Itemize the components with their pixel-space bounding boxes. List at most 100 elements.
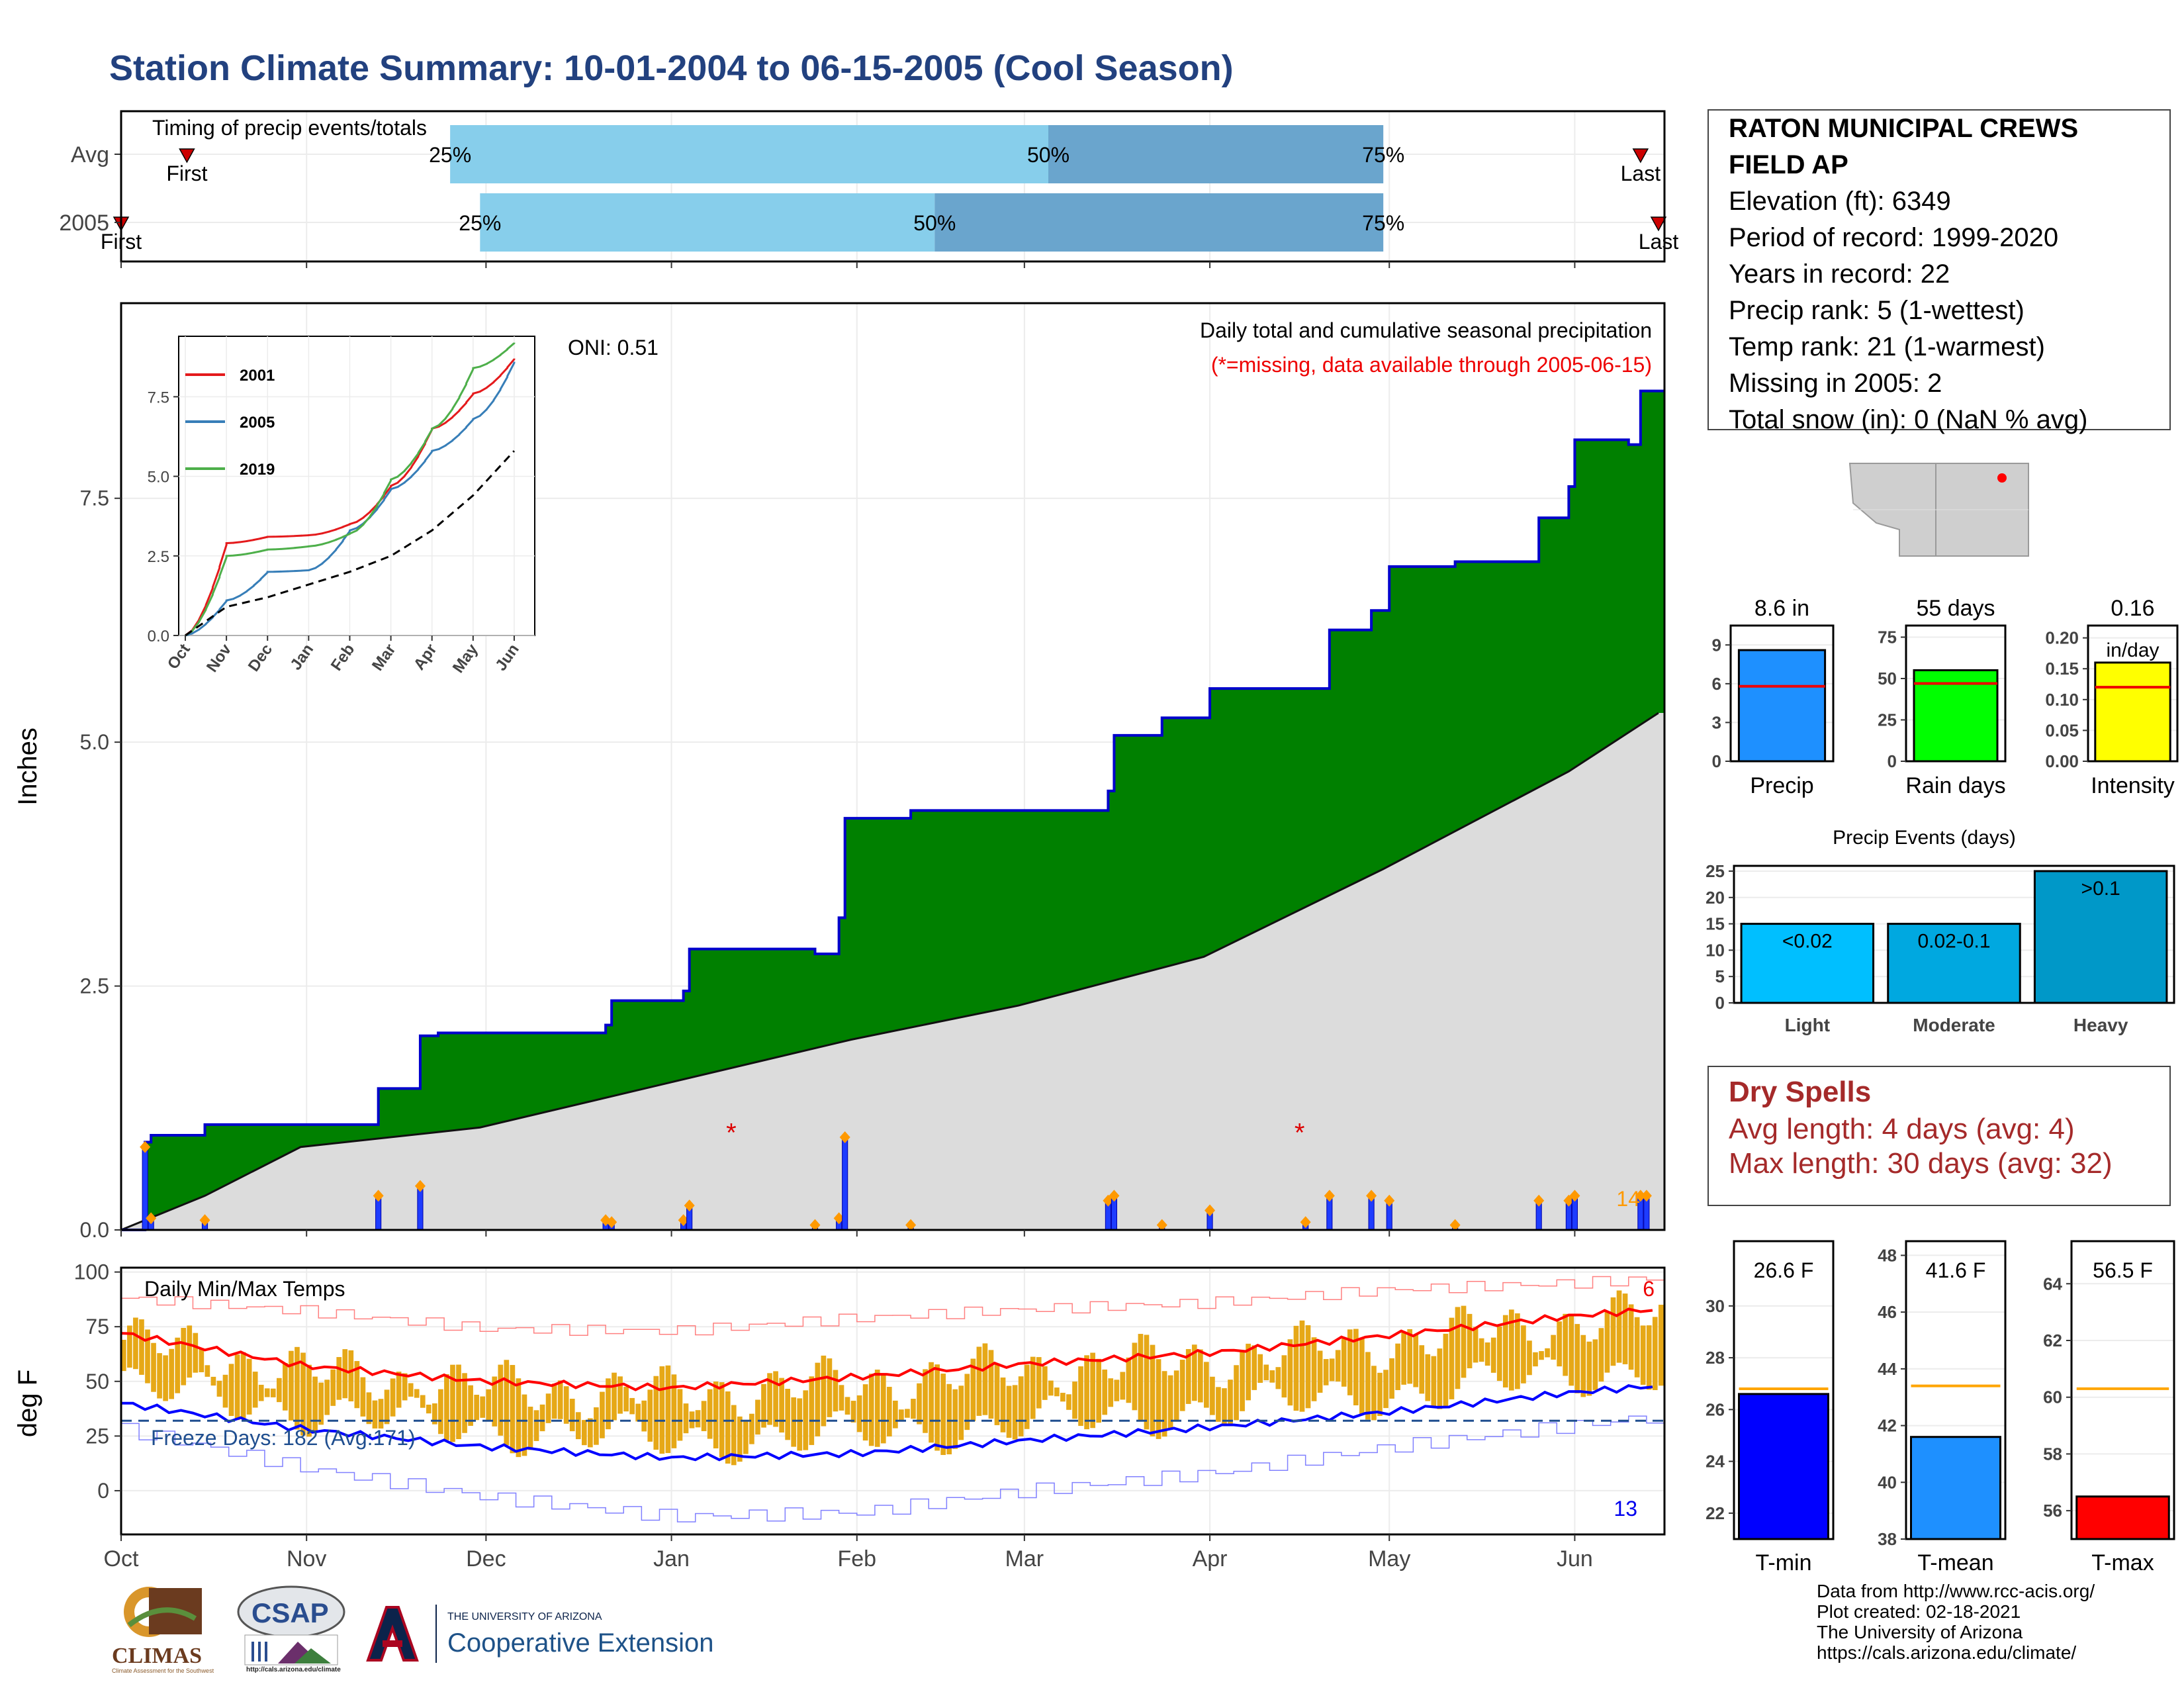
timing-label-75: 75% — [1362, 211, 1404, 235]
tsum-value-label: 41.6 F — [1926, 1258, 1986, 1282]
credits: Data from http://www.rcc-acis.org/ Plot … — [1817, 1581, 2095, 1663]
tsum-ytick-label: 28 — [1706, 1348, 1725, 1368]
temp-daily-bar — [181, 1328, 187, 1385]
temp-daily-bar — [157, 1353, 162, 1399]
temp-ytick-label: 100 — [74, 1260, 109, 1284]
oni-annotation: ONI: 0.51 — [568, 336, 659, 359]
stat-ytick-label: 0 — [1712, 751, 1721, 771]
temp-daily-bar — [1569, 1315, 1574, 1386]
temp-daily-bar — [1072, 1382, 1077, 1419]
temp-daily-bar — [641, 1400, 647, 1432]
temp-daily-bar — [145, 1329, 150, 1383]
temp-daily-bar — [1024, 1364, 1030, 1429]
temp-daily-bar — [1461, 1305, 1467, 1378]
daily-precip-marker — [1641, 1190, 1652, 1202]
temp-daily-bar — [551, 1383, 557, 1419]
temp-daily-bar — [809, 1376, 815, 1445]
temp-daily-bar — [773, 1371, 778, 1427]
temp-xtick-label: Mar — [1005, 1546, 1044, 1571]
temp-daily-bar — [606, 1378, 611, 1430]
tsum-ytick-label: 38 — [1878, 1529, 1897, 1549]
temp-daily-bar — [1048, 1380, 1054, 1396]
temp-daily-bar — [210, 1376, 216, 1386]
temp-daily-bar — [725, 1391, 731, 1464]
daily-precip-marker — [373, 1190, 384, 1202]
stat-bar — [1913, 669, 1999, 763]
temp-daily-bar — [850, 1401, 856, 1423]
temp-daily-bar — [791, 1397, 797, 1447]
temp-daily-bar — [911, 1399, 916, 1419]
stat-ytick-label: 0.20 — [2045, 628, 2079, 648]
temp-daily-bar — [1604, 1311, 1610, 1373]
temp-xtick-label: Apr — [1193, 1546, 1228, 1571]
inset-legend-label: 2005 — [240, 414, 275, 432]
temp-daily-bar — [617, 1376, 623, 1414]
temp-daily-bar — [952, 1389, 958, 1449]
temp-daily-bar — [312, 1376, 318, 1433]
events-bar-label: <0.02 — [1782, 931, 1833, 953]
ua-logo[interactable]: THE UNIVERSITY OF ARIZONA Cooperative Ex… — [363, 1602, 747, 1668]
daily-precip-marker — [199, 1214, 210, 1227]
temp-daily-bar — [420, 1395, 426, 1408]
temp-daily-bar — [1508, 1309, 1514, 1391]
daily-precip-marker — [140, 1141, 151, 1153]
events-panel-border — [1733, 865, 2175, 1004]
tsum-value-label: 56.5 F — [2093, 1258, 2153, 1282]
temp-daily-bar — [240, 1352, 246, 1420]
temp-daily-bar — [1126, 1357, 1132, 1403]
temp-daily-bar — [1287, 1339, 1293, 1406]
temp-daily-bar — [665, 1365, 671, 1454]
daily-precip-bar — [842, 1137, 848, 1231]
temp-daily-bar — [994, 1363, 1000, 1425]
temp-ytick-label: 75 — [85, 1315, 109, 1338]
temp-daily-bar — [545, 1393, 551, 1423]
temp-daily-bar — [1640, 1325, 1646, 1385]
temp-daily-bar — [1150, 1344, 1156, 1436]
temp-daily-bar — [372, 1400, 378, 1429]
temp-daily-bar — [1371, 1366, 1377, 1421]
temp-daily-bar — [133, 1317, 138, 1370]
timing-first-label: First — [166, 162, 207, 185]
temp-daily-bar — [1563, 1313, 1569, 1376]
temp-daily-bar — [647, 1389, 653, 1442]
climas-logo[interactable]: CLIMAS Climate Assessment for the Southw… — [109, 1579, 215, 1678]
timing-bar-50-75 — [934, 193, 1384, 252]
temp-daily-bar — [1437, 1348, 1443, 1409]
temp-daily-bar — [1353, 1329, 1359, 1405]
temp-daily-bar — [432, 1403, 437, 1425]
inset-legend-label: 2001 — [240, 367, 275, 385]
credits-line1: Data from http://www.rcc-acis.org/ — [1817, 1581, 2095, 1601]
temp-daily-bar — [743, 1420, 749, 1454]
daily-precip-marker — [809, 1219, 821, 1231]
timing-label-75: 75% — [1362, 143, 1404, 167]
temp-ytick-label: 25 — [85, 1424, 109, 1448]
daily-precip-marker — [684, 1199, 695, 1212]
temp-daily-bar — [1539, 1351, 1544, 1360]
temp-daily-bar — [1108, 1378, 1114, 1407]
temp-daily-bar — [1496, 1326, 1502, 1382]
daily-precip-bar — [417, 1186, 424, 1231]
timing-label-25: 25% — [459, 211, 501, 235]
csap-logo[interactable]: CSAP http://cals.arizona.edu/climate — [232, 1579, 351, 1678]
freeze-days-label: Freeze Days: 182 (Avg:171) — [151, 1426, 416, 1450]
temp-daily-bar — [492, 1376, 498, 1427]
tsum-bar — [2075, 1495, 2170, 1540]
temp-daily-bar — [456, 1364, 461, 1440]
temp-daily-bar — [695, 1410, 701, 1428]
temp-daily-bar — [923, 1369, 928, 1433]
tsum-ytick-label: 60 — [2043, 1387, 2062, 1407]
temp-daily-bar — [205, 1365, 210, 1377]
temp-daily-bar — [785, 1389, 790, 1440]
temp-daily-bar — [486, 1389, 492, 1421]
temp-daily-bar — [1329, 1358, 1335, 1382]
timing-last-label: Last — [1639, 230, 1679, 254]
daily-precip-marker — [833, 1212, 844, 1225]
temp-daily-bar — [731, 1405, 737, 1466]
temp-daily-bar — [1365, 1352, 1371, 1420]
temp-daily-bar — [719, 1382, 725, 1458]
stat-value-label2: in/day — [2106, 639, 2159, 661]
climas-text: CLIMAS — [112, 1644, 203, 1668]
temp-daily-bar — [1161, 1371, 1167, 1437]
tsum-ytick-label: 24 — [1706, 1452, 1725, 1472]
temp-daily-bar — [450, 1364, 455, 1442]
